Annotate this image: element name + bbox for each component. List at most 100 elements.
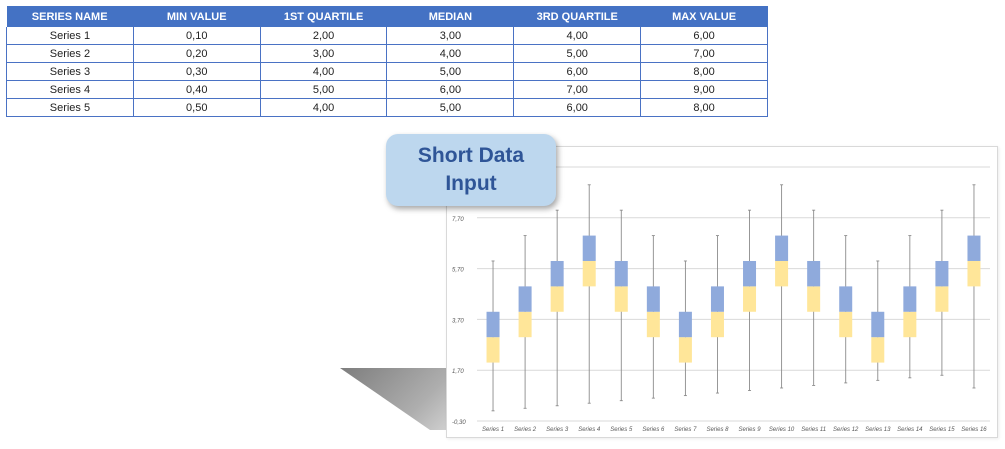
upper-box <box>678 311 692 338</box>
category-label: Series 4 <box>578 427 601 433</box>
lower-box <box>743 286 757 312</box>
series-name-cell: Series 5 <box>6 98 134 117</box>
upper-box <box>903 286 917 312</box>
category-label: Series 16 <box>961 427 987 433</box>
category-label: Series 14 <box>897 427 923 433</box>
series-name-cell: Series 2 <box>6 44 134 63</box>
table-row: Series 1 0,10 2,00 3,00 4,00 6,00 <box>6 27 768 45</box>
callout-box: Short Data Input <box>386 134 556 206</box>
category-label: Series 7 <box>674 427 697 433</box>
lower-box <box>871 337 885 363</box>
table-header-row: SERIES NAME MIN VALUE 1ST QUARTILE MEDIA… <box>6 6 768 27</box>
y-tick-label: 1,70 <box>452 369 464 375</box>
table-body: Series 1 0,10 2,00 3,00 4,00 6,00 Series 2 0,20… <box>6 27 768 117</box>
upper-box <box>743 260 757 287</box>
lower-box <box>839 311 853 338</box>
value-cell: 8,00 <box>640 98 768 117</box>
upper-box <box>486 311 500 338</box>
lower-box <box>550 286 564 312</box>
column-header: MIN VALUE <box>133 6 261 27</box>
category-label: Series 3 <box>546 427 569 433</box>
value-cell: 4,00 <box>259 98 388 117</box>
value-cell: 7,00 <box>640 44 768 63</box>
lower-box <box>903 311 917 338</box>
category-label: Series 15 <box>929 427 955 433</box>
category-label: Series 11 <box>801 427 826 433</box>
value-cell: 0,30 <box>132 62 261 81</box>
value-cell: 6,00 <box>513 98 642 117</box>
column-header: 3RD QUARTILE <box>513 6 642 27</box>
upper-box <box>646 286 660 312</box>
value-cell: 5,00 <box>513 44 642 63</box>
category-label: Series 2 <box>514 427 537 433</box>
value-cell: 4,00 <box>259 62 388 81</box>
value-cell: 5,00 <box>386 98 515 117</box>
upper-box <box>614 260 628 287</box>
value-cell: 0,10 <box>132 27 261 45</box>
category-label: Series 8 <box>706 427 729 433</box>
callout-text: Short Data Input <box>417 144 525 195</box>
y-tick-label: 3,70 <box>452 318 464 324</box>
value-cell: 3,00 <box>386 27 515 45</box>
lower-box <box>807 286 821 312</box>
upper-box <box>839 286 853 312</box>
table-row: Series 2 0,20 3,00 4,00 5,00 7,00 <box>6 44 768 63</box>
table-row: Series 4 0,40 5,00 6,00 7,00 9,00 <box>6 80 768 99</box>
table-row: Series 3 0,30 4,00 5,00 6,00 8,00 <box>6 62 768 81</box>
data-table: SERIES NAME MIN VALUE 1ST QUARTILE MEDIA… <box>6 6 768 117</box>
value-cell: 6,00 <box>640 27 768 45</box>
upper-box <box>967 235 981 261</box>
upper-box <box>582 235 596 261</box>
category-label: Series 13 <box>865 427 891 433</box>
value-cell: 5,00 <box>386 62 515 81</box>
upper-box <box>807 260 821 287</box>
category-label: Series 9 <box>739 427 762 433</box>
value-cell: 4,00 <box>386 44 515 63</box>
value-cell: 8,00 <box>640 62 768 81</box>
column-header: MAX VALUE <box>640 6 768 27</box>
category-label: Series 1 <box>482 427 504 433</box>
box-plot-chart: -0,30 1,70 3,70 5,70 7,70 Series 1 Series 2 Ser… <box>452 166 990 433</box>
value-cell: 6,00 <box>386 80 515 99</box>
value-cell: 6,00 <box>513 62 642 81</box>
lower-box <box>710 311 724 338</box>
upper-box <box>935 260 949 287</box>
lower-box <box>935 286 949 312</box>
y-tick-label: -0,30 <box>452 420 466 426</box>
lower-box <box>614 286 628 312</box>
series-name-cell: Series 1 <box>6 27 134 45</box>
upper-box <box>710 286 724 312</box>
column-header: 1ST QUARTILE <box>260 6 388 27</box>
column-header: MEDIAN <box>386 6 515 27</box>
column-header: SERIES NAME <box>6 6 134 27</box>
upper-box <box>775 235 789 261</box>
lower-box <box>775 260 789 287</box>
value-cell: 4,00 <box>513 27 642 45</box>
value-cell: 0,40 <box>132 80 261 99</box>
category-label: Series 12 <box>833 427 859 433</box>
category-label: Series 5 <box>610 427 633 433</box>
category-label: Series 10 <box>769 427 795 433</box>
lower-box <box>646 311 660 338</box>
y-tick-label: 5,70 <box>452 268 464 274</box>
lower-box <box>967 260 981 287</box>
value-cell: 2,00 <box>259 27 388 45</box>
lower-box <box>678 337 692 363</box>
upper-box <box>871 311 885 338</box>
value-cell: 9,00 <box>640 80 768 99</box>
upper-box <box>518 286 532 312</box>
series-name-cell: Series 3 <box>6 62 134 81</box>
lower-box <box>582 260 596 287</box>
value-cell: 7,00 <box>513 80 642 99</box>
table-row: Series 5 0,50 4,00 5,00 6,00 8,00 <box>6 98 768 117</box>
upper-box <box>550 260 564 287</box>
lower-box <box>486 337 500 363</box>
value-cell: 0,20 <box>132 44 261 63</box>
value-cell: 3,00 <box>259 44 388 63</box>
lower-box <box>518 311 532 338</box>
category-label: Series 6 <box>642 427 665 433</box>
value-cell: 5,00 <box>259 80 388 99</box>
y-tick-label: 7,70 <box>452 217 464 223</box>
series-name-cell: Series 4 <box>6 80 134 99</box>
value-cell: 0,50 <box>132 98 261 117</box>
